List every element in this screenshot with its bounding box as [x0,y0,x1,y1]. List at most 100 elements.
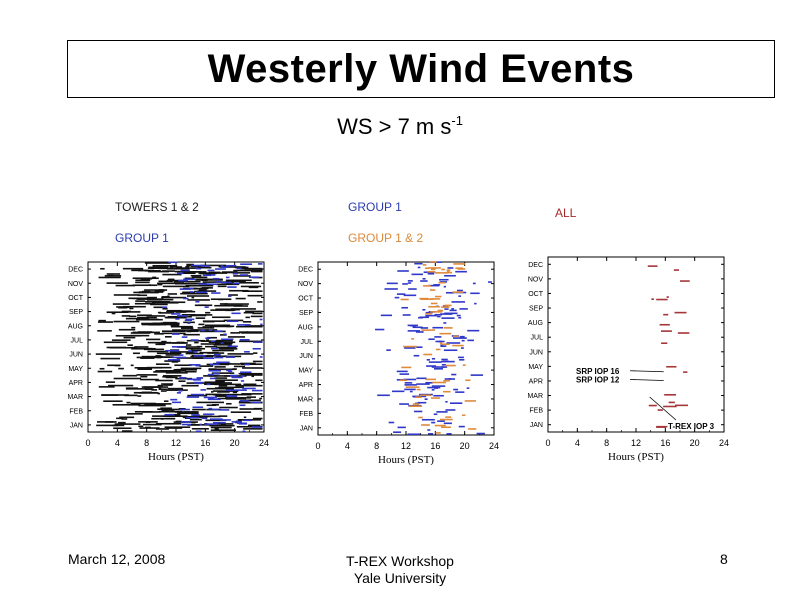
panel2-event-mark-group12 [425,312,433,315]
panel1-event-mark-towers [166,267,190,270]
panel1-event-mark-towers [218,347,234,350]
panel2-event-mark-group1 [412,395,416,398]
panel1-event-mark-group1 [196,377,203,379]
panel1-event-mark-towers [204,324,231,327]
panel1-event-mark-towers [138,269,155,272]
panel1-event-mark-towers [235,297,246,300]
panel2-event-mark-group12 [453,263,466,265]
panel1-event-mark-towers [219,303,228,305]
panel2-event-mark-group1 [441,360,455,363]
panel1-event-mark-towers [95,353,123,355]
panel1-event-mark-towers [164,360,181,362]
panel2-ytick-label: AUG [298,324,313,331]
panel1-label-towers: TOWERS 1 & 2 [115,200,199,214]
panel1-event-mark-towers [147,350,169,353]
panel2-event-mark-group1 [458,316,462,319]
panel1-event-mark-towers [127,311,141,313]
panel1-event-mark-group1 [190,393,205,396]
panel1-event-mark-towers [193,287,209,290]
panel1-event-mark-group1 [162,306,168,309]
panel1-event-mark-group1 [200,329,206,332]
panel2-event-mark-group1 [407,433,421,436]
panel1-event-mark-towers [171,361,179,363]
panel1-event-mark-group1 [235,420,239,423]
panel2-event-mark-group12 [403,345,417,348]
title-box: Westerly Wind Events [67,40,775,98]
panel1-event-mark-towers [130,402,156,405]
panel2-event-mark-group12 [435,432,441,434]
panel1-event-mark-group1 [168,261,178,264]
panel1-event-mark-towers [100,357,121,360]
panel1-event-mark-towers [253,352,258,354]
panel1-event-mark-towers [121,310,132,313]
panel1-event-mark-towers [122,267,144,270]
panel1-event-mark-towers [191,421,196,424]
panel1-ytick-label: SEP [69,309,83,316]
panel1-event-mark-towers [194,304,213,307]
panel3-event-mark-all [663,313,669,316]
panel1-event-mark-towers [157,392,161,395]
panel2-ytick-label: MAR [297,396,313,403]
panel1-event-mark-towers [233,269,254,272]
panel2-event-mark-group1 [427,429,431,431]
panel1-event-mark-group1 [181,336,188,338]
panel1-event-mark-group1 [211,340,215,343]
panel1-event-mark-towers [190,349,202,352]
panel1-event-mark-group1 [257,263,263,265]
panel2-event-mark-group1 [424,398,428,400]
panel1-event-mark-group1 [214,356,224,359]
panel2-event-mark-group1 [416,346,423,348]
panel1-event-mark-group1 [226,395,238,398]
panel1-event-mark-towers [200,264,227,267]
panel2-event-mark-group1 [461,339,465,342]
panel1-event-mark-towers [189,330,199,333]
panel1-event-mark-towers [215,355,227,358]
panel1-event-mark-towers [211,391,214,393]
panel2-event-mark-group12 [468,428,477,430]
panel2-event-mark-group1 [404,347,416,349]
panel1-event-mark-towers [215,379,238,382]
panel1-event-mark-towers [183,333,200,336]
panel1-event-mark-group1 [196,267,202,270]
panel3-event-mark-all [647,265,658,267]
panel1-event-mark-towers [242,321,252,323]
footer-date: March 12, 2008 [68,551,166,567]
panel2-event-mark-group12 [420,298,434,301]
panel2-event-mark-group12 [445,271,453,274]
panel2-event-mark-group1 [416,383,430,385]
panel1-event-mark-towers [151,417,160,420]
panel2-event-mark-group12 [432,329,436,331]
panel3-xtick-label: 8 [604,438,609,448]
panel2-event-mark-group1 [459,308,468,310]
panel1-event-mark-towers [97,330,112,332]
panel1-event-mark-towers [197,290,217,292]
panel1-event-mark-towers [215,339,233,342]
panel1-event-mark-group1 [203,396,218,399]
panel1-event-mark-towers [112,424,125,427]
panel2-ytick-label: JUN [299,353,313,360]
panel1-event-mark-towers [221,271,238,273]
panel2-event-mark-group12 [444,304,452,307]
panel2-event-mark-group12 [439,418,453,421]
panel1-event-mark-group1 [234,389,247,391]
panel1-event-mark-towers [212,349,235,352]
panel1-event-mark-towers [113,294,140,296]
panel1-event-mark-towers [145,421,151,424]
panel1-event-mark-towers [116,417,123,420]
panel1-event-mark-towers [199,351,219,354]
panel1-event-mark-group1 [189,287,194,290]
panel1-event-mark-towers [155,422,182,425]
panel2-event-mark-group12 [434,295,442,298]
panel1-event-mark-towers [210,298,232,301]
panel1-event-mark-group1 [195,300,200,303]
panel1-event-mark-towers [98,276,121,279]
panel2-event-mark-group1 [451,373,457,376]
panel2-xtick-label: 12 [401,441,411,451]
panel1-event-mark-towers [177,412,199,415]
panel2-event-mark-group1 [445,291,455,294]
panel1-event-mark-towers [127,344,133,346]
panel2-event-mark-group12 [455,267,463,269]
panel1-event-mark-group1 [239,404,246,407]
panel3-ytick-label: JUL [531,335,544,342]
